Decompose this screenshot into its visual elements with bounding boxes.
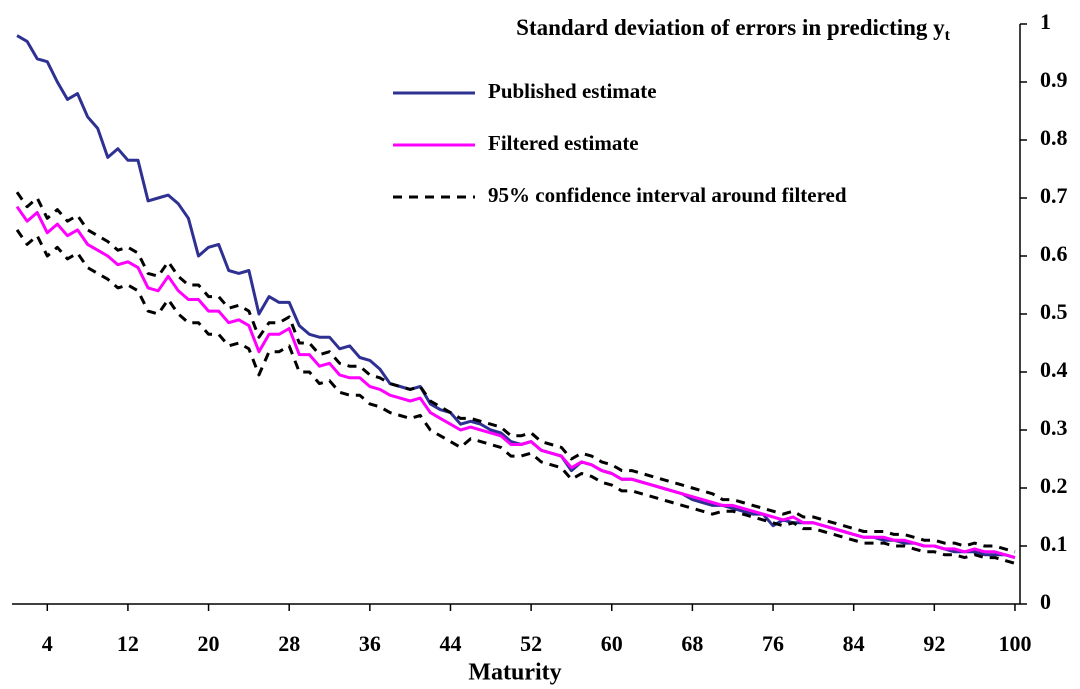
x-tick-label: 36 [359, 631, 381, 656]
x-tick-label: 60 [601, 631, 623, 656]
legend-label: Published estimate [488, 79, 657, 103]
x-tick-label: 44 [439, 631, 461, 656]
y-tick-label: 0.5 [1040, 299, 1068, 324]
ci-lower-line [15, 229, 1016, 565]
title-text: Standard deviation of errors in predicti… [516, 15, 945, 40]
title-subscript: t [945, 27, 951, 44]
y-tick-label: 0.7 [1040, 183, 1068, 208]
x-tick-label: 76 [762, 631, 784, 656]
ci-upper-line [15, 191, 1016, 554]
x-axis-title: Maturity [468, 660, 561, 686]
x-tick-label: 4 [42, 631, 53, 656]
y-tick-label: 0.9 [1040, 67, 1068, 92]
y-tick-label: 1 [1040, 9, 1051, 34]
y-tick-label: 0.6 [1040, 241, 1068, 266]
y-tick-label: 0.1 [1040, 531, 1068, 556]
x-tick-label: 20 [198, 631, 220, 656]
y-tick-label: 0 [1040, 589, 1051, 614]
y-tick-label: 0.2 [1040, 473, 1068, 498]
x-tick-label: 12 [117, 631, 139, 656]
y-tick-label: 0.4 [1040, 357, 1068, 382]
y-tick-label: 0.3 [1040, 415, 1068, 440]
y-tick-label: 0.8 [1040, 125, 1068, 150]
chart-title: Standard deviation of errors in predicti… [516, 15, 951, 43]
x-tick-label: 84 [843, 631, 865, 656]
x-tick-label: 52 [520, 631, 542, 656]
legend-label: Filtered estimate [488, 131, 639, 155]
series-line [15, 205, 1016, 560]
x-tick-label: 68 [681, 631, 703, 656]
x-tick-label: 100 [998, 631, 1031, 656]
legend-label: 95% confidence interval around filtered [488, 183, 847, 207]
series-line [16, 34, 1016, 560]
x-tick-label: 28 [278, 631, 300, 656]
x-tick-label: 92 [923, 631, 945, 656]
